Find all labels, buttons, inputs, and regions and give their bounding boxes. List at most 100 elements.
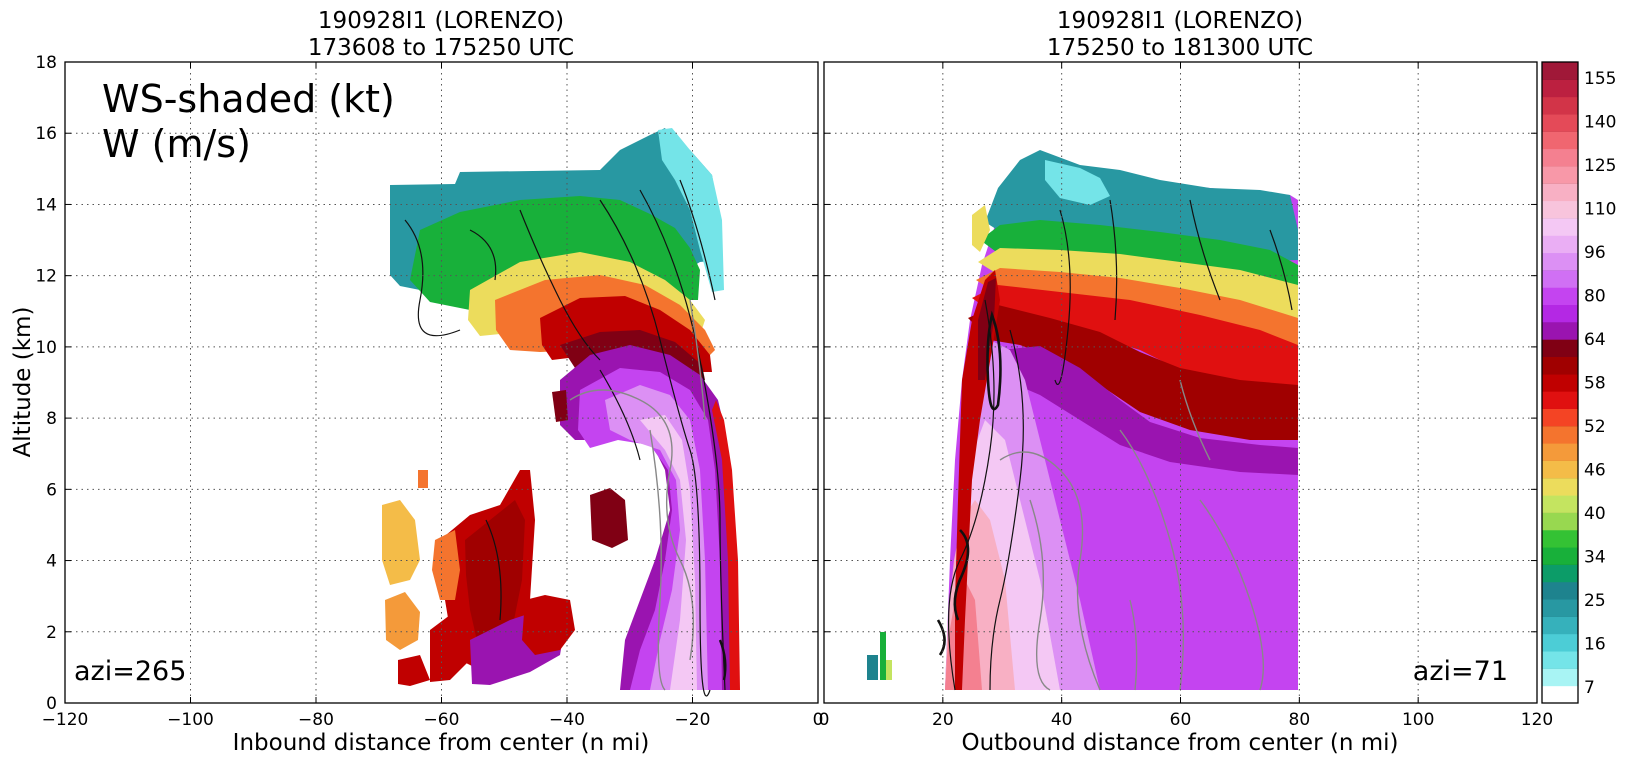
right-azimuth-label: azi=71 <box>1413 656 1508 687</box>
colorbar-band <box>1542 668 1578 687</box>
colorbar-label: 52 <box>1584 417 1606 437</box>
colorbar-band <box>1542 547 1578 565</box>
left-cell-orange-tiny <box>418 470 428 488</box>
right-eyewall-red <box>955 270 1000 690</box>
right-xticks: 0 20 40 60 80 100 120 <box>819 62 1553 730</box>
left-xtick-label: −100 <box>167 710 214 730</box>
colorbar-label: 110 <box>1584 200 1616 220</box>
colorbar-band <box>1542 581 1578 600</box>
right-xtick-label: 0 <box>819 710 830 730</box>
left-ytick-label: 10 <box>35 338 57 358</box>
colorbar-band <box>1542 373 1578 392</box>
right-title: 190928I1 (LORENZO) <box>1057 8 1303 34</box>
colorbar-bands <box>1542 61 1578 704</box>
colorbar-band <box>1542 356 1578 375</box>
colorbar-label: 64 <box>1584 330 1606 350</box>
left-ytick-label: 0 <box>46 694 57 714</box>
colorbar-band <box>1542 200 1578 219</box>
colorbar-label: 155 <box>1584 69 1616 89</box>
left-xtick-label: 0 <box>813 710 824 730</box>
colorbar-band <box>1542 599 1578 617</box>
left-grid <box>65 61 818 704</box>
left-ytick-label: 14 <box>35 195 57 215</box>
colorbar-label: 46 <box>1584 461 1606 481</box>
colorbar-label: 80 <box>1584 287 1606 307</box>
right-xlabel: Outbound distance from center (n mi) <box>962 730 1399 756</box>
colorbar-band <box>1542 96 1578 115</box>
left-cell-dkred-tiny <box>552 390 568 422</box>
colorbar-band <box>1542 391 1578 409</box>
right-shading <box>867 150 1298 690</box>
right-xtick-label: 40 <box>1051 710 1073 730</box>
colorbar-band <box>1542 477 1578 496</box>
colorbar-labels: 155 140 125 110 96 80 64 58 52 46 40 34 25 16 7 <box>1584 69 1616 698</box>
colorbar-band <box>1542 62 1578 80</box>
left-shading <box>382 128 740 690</box>
right-xtick-label: 80 <box>1289 710 1311 730</box>
colorbar-band <box>1542 512 1578 531</box>
colorbar-band <box>1542 217 1578 236</box>
colorbar-band <box>1542 287 1578 306</box>
left-xticks: −120 −100 −80 −60 −40 −20 0 <box>42 62 824 730</box>
colorbar-label: 40 <box>1584 504 1606 524</box>
left-eyewall-edge-red <box>712 400 740 690</box>
left-cell-yellow <box>382 500 420 585</box>
right-eyewall-yellow <box>972 205 990 252</box>
right-speck-green <box>880 632 886 680</box>
colorbar-label: 25 <box>1584 591 1606 611</box>
left-cell-low-red <box>430 610 470 682</box>
colorbar-label: 140 <box>1584 113 1616 133</box>
colorbar-label: 125 <box>1584 156 1616 176</box>
colorbar-band <box>1542 339 1578 358</box>
left-cell-orange2 <box>385 592 420 650</box>
colorbar-band <box>1542 165 1578 184</box>
colorbar-band <box>1542 131 1578 150</box>
right-xtick-label: 120 <box>1521 710 1553 730</box>
right-xtick-label: 100 <box>1402 710 1434 730</box>
colorbar-band <box>1542 235 1578 254</box>
left-yticks: 0 2 4 6 8 10 12 14 16 18 <box>35 53 57 714</box>
left-xtick-label: −20 <box>675 710 711 730</box>
colorbar-band <box>1542 529 1578 548</box>
colorbar-band <box>1542 616 1578 635</box>
right-top-red <box>972 285 1298 400</box>
left-cell-dkred-right <box>590 488 628 548</box>
left-panel: 190928I1 (LORENZO) 173608 to 175250 UTC <box>10 8 823 756</box>
colorbar-band <box>1542 564 1578 583</box>
colorbar-band <box>1542 495 1578 513</box>
colorbar-band <box>1542 252 1578 271</box>
left-cell-red-mid <box>522 595 575 655</box>
left-contours <box>404 179 727 697</box>
left-ytick-label: 2 <box>46 623 57 643</box>
left-ytick-label: 12 <box>35 267 57 287</box>
left-ytick-label: 4 <box>46 552 57 572</box>
colorbar-band <box>1542 425 1578 444</box>
colorbar-frame <box>1541 61 1579 704</box>
left-ylabel: Altitude (km) <box>10 307 36 458</box>
colorbar-label: 7 <box>1584 678 1595 698</box>
left-xtick-label: −60 <box>424 710 460 730</box>
left-xtick-label: −120 <box>42 710 89 730</box>
right-speck-teal <box>867 655 878 680</box>
left-cell-red-low <box>398 655 430 686</box>
right-top-cyan <box>1045 160 1110 205</box>
colorbar-label: 16 <box>1584 635 1606 655</box>
left-ytick-label: 18 <box>35 53 57 73</box>
right-eyewall-dkred <box>978 278 996 380</box>
colorbar-band <box>1542 183 1578 202</box>
left-annotation-ws: WS-shaded (kt) <box>102 77 395 121</box>
left-ytick-label: 6 <box>46 480 57 500</box>
colorbar-label: 34 <box>1584 548 1606 568</box>
right-subtitle: 175250 to 181300 UTC <box>1047 35 1313 61</box>
right-contours <box>936 199 1293 691</box>
right-mid-purple <box>1000 346 1298 475</box>
left-azimuth-label: azi=265 <box>74 656 186 687</box>
left-annotation-w: W (m/s) <box>102 122 251 166</box>
colorbar-band <box>1542 304 1578 323</box>
right-panel: 190928I1 (LORENZO) 175250 to 181300 UTC <box>819 8 1554 756</box>
left-xtick-label: −40 <box>549 710 585 730</box>
colorbar-band <box>1542 269 1578 288</box>
left-subtitle: 173608 to 175250 UTC <box>308 35 574 61</box>
colorbar-band <box>1542 408 1578 427</box>
